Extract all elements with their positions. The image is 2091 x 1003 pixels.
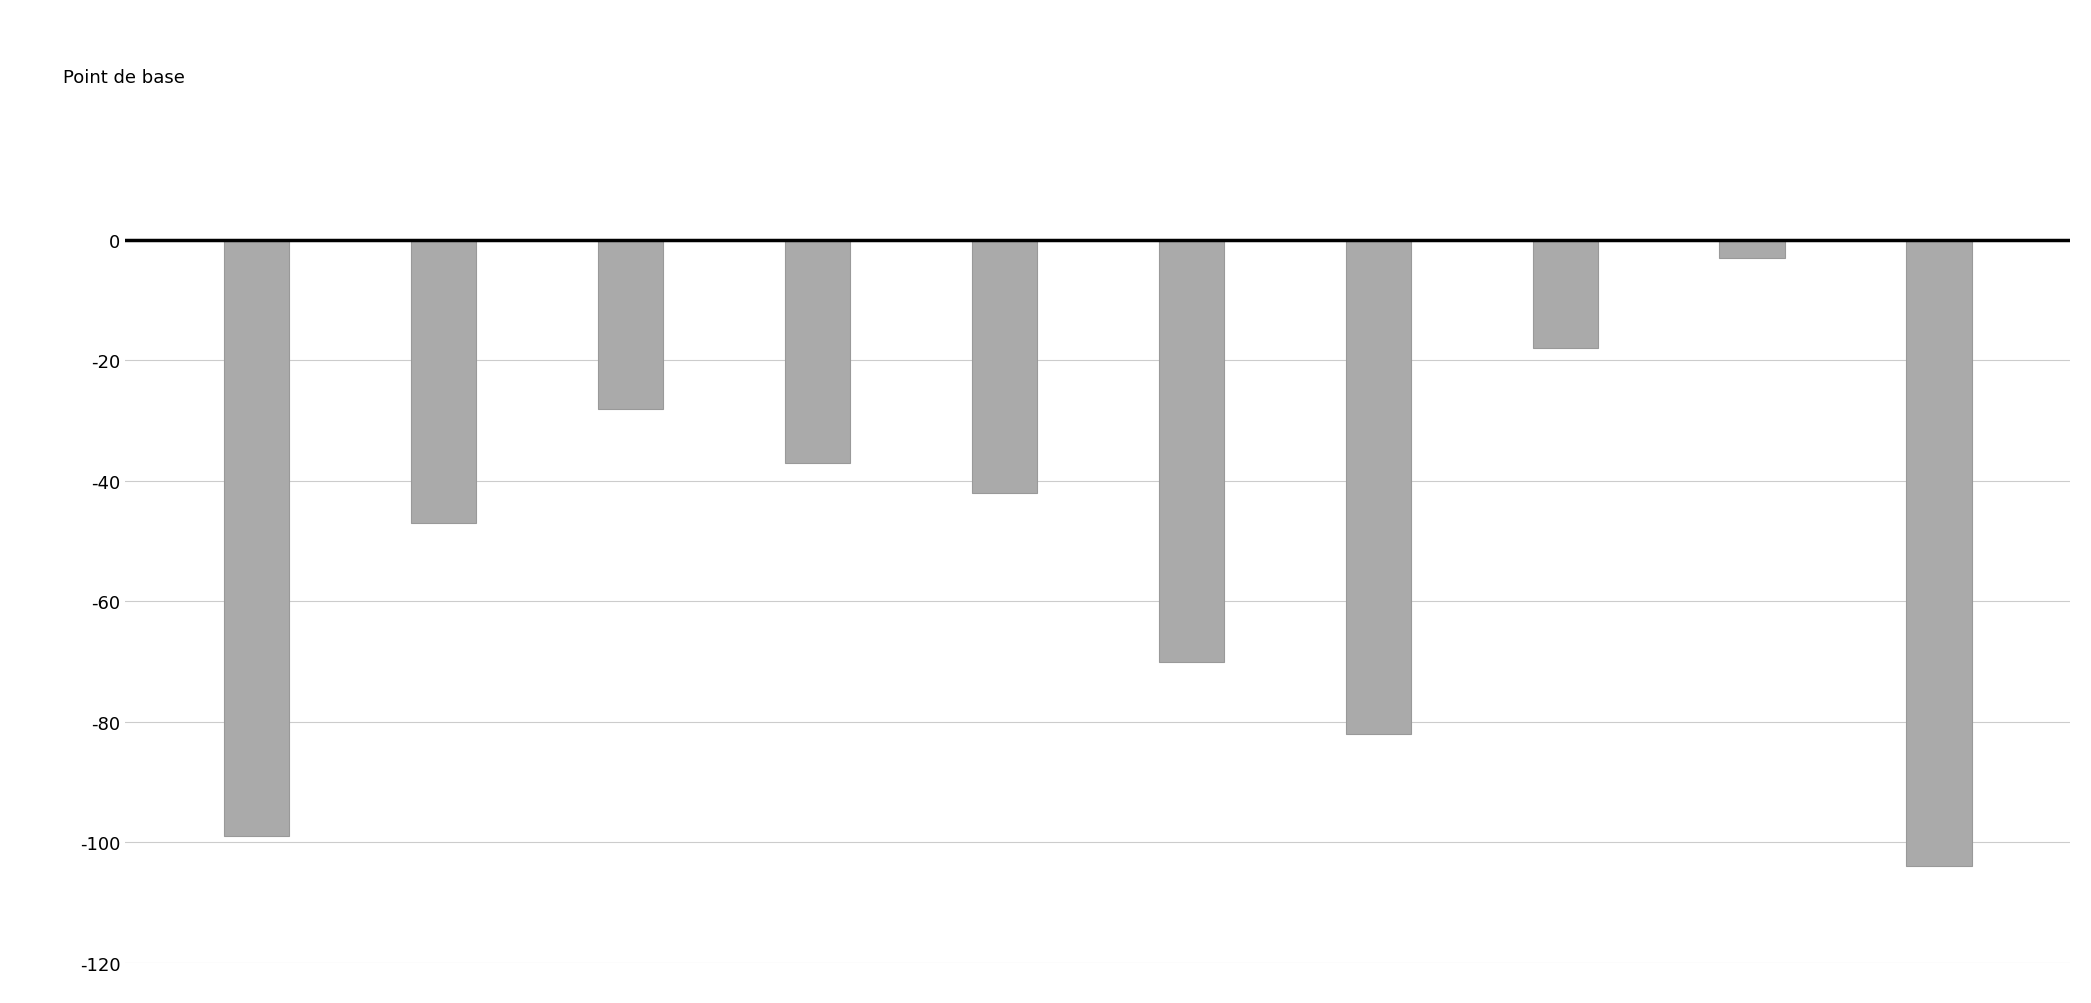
Bar <box>1907 241 1972 867</box>
Bar <box>1719 241 1786 259</box>
Bar <box>1158 241 1223 662</box>
Text: Point de base: Point de base <box>63 68 186 86</box>
Bar <box>1533 241 1598 349</box>
Bar <box>598 241 663 409</box>
Bar <box>784 241 851 463</box>
Bar <box>1345 241 1411 734</box>
Bar <box>410 241 477 524</box>
Bar <box>972 241 1037 493</box>
Bar <box>224 241 289 837</box>
